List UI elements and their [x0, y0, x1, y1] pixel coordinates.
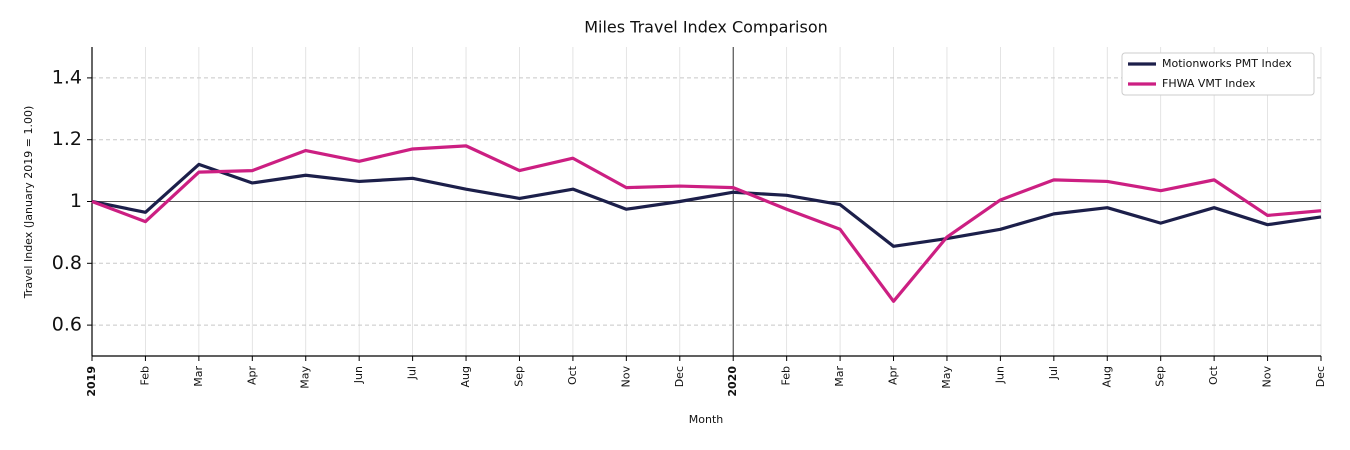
x-tick-label: Oct	[566, 365, 579, 385]
x-axis-label: Month	[689, 413, 724, 426]
legend-box	[1121, 52, 1315, 96]
x-tick-label: Feb	[780, 366, 793, 385]
x-tick-label: Jul	[406, 366, 419, 380]
x-tick-label: Nov	[619, 366, 632, 388]
x-tick-label: Aug	[459, 366, 472, 387]
x-tick-label: Nov	[1261, 366, 1274, 388]
x-tick-label: 2019	[85, 366, 98, 397]
x-tick-label: Jun	[993, 366, 1006, 384]
chart-title: Miles Travel Index Comparison	[584, 18, 828, 37]
x-tick-label: Sep	[512, 366, 525, 387]
x-tick-label: Mar	[833, 366, 846, 387]
x-tick-label: Dec	[1314, 366, 1327, 387]
series-line	[91, 162, 1322, 248]
x-tick-label: May	[940, 366, 953, 389]
y-tick-label: 1	[70, 190, 82, 212]
x-tick-label: Feb	[138, 366, 151, 385]
y-axis-label: Travel Index (January 2019 = 1.00)	[22, 106, 35, 299]
y-tick-label: 1.4	[52, 66, 82, 88]
x-tick-label: Apr	[887, 366, 900, 386]
x-tick-label: Aug	[1100, 366, 1113, 387]
y-tick-label: 0.8	[52, 252, 82, 274]
y-tick-label: 1.2	[52, 128, 82, 150]
legend-label: Motionworks PMT Index	[1162, 57, 1292, 70]
x-tick-label: Oct	[1207, 365, 1220, 385]
legend: Motionworks PMT Index FHWA VMT Index	[1121, 52, 1315, 96]
x-tick-label: Jul	[1047, 366, 1060, 380]
x-tick-label: Dec	[673, 366, 686, 387]
x-tick-label: Apr	[245, 366, 258, 386]
legend-label: FHWA VMT Index	[1162, 77, 1256, 90]
x-tick-label: Jun	[352, 366, 365, 384]
x-tick-label: 2020	[726, 366, 739, 397]
x-tick-label: May	[299, 366, 312, 389]
x-tick-label: Sep	[1154, 366, 1167, 387]
x-tick-label: Mar	[192, 366, 205, 387]
series-line	[91, 144, 1322, 303]
y-tick-label: 0.6	[52, 314, 82, 336]
